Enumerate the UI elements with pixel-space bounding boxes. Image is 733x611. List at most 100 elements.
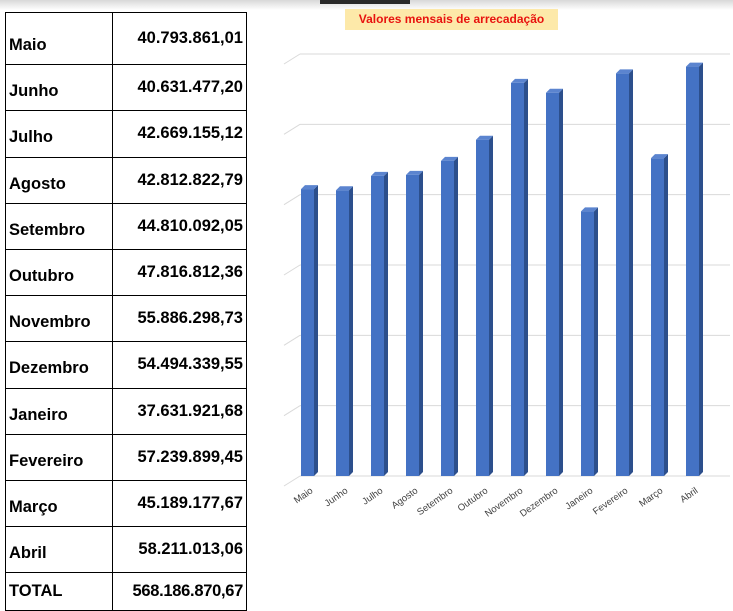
bar-top bbox=[441, 156, 458, 161]
bar-side bbox=[629, 69, 633, 476]
table-row: Julho 42.669.155,12 bbox=[5, 110, 247, 158]
table-row: Fevereiro 57.239.899,45 bbox=[5, 433, 247, 481]
table-row: Junho 40.631.477,20 bbox=[5, 64, 247, 112]
value-cell: 47.816.812,36 bbox=[112, 248, 247, 297]
bar-top bbox=[686, 62, 703, 67]
gridline-depth bbox=[283, 53, 301, 65]
bar-side bbox=[524, 78, 528, 476]
total-value: 568.186.870,67 bbox=[112, 572, 247, 611]
month-cell: Julho bbox=[5, 110, 113, 158]
bar-side bbox=[489, 135, 493, 476]
month-cell: Dezembro bbox=[5, 341, 113, 389]
bar-front bbox=[651, 158, 664, 477]
total-label: TOTAL bbox=[5, 572, 113, 611]
bar-fevereiro bbox=[616, 69, 633, 476]
bar-front bbox=[616, 73, 629, 476]
bar-top bbox=[581, 207, 598, 212]
window-tab bbox=[320, 0, 410, 4]
bar-junho bbox=[336, 186, 353, 476]
x-tick-label: Maio bbox=[292, 485, 315, 506]
bar-top bbox=[651, 154, 668, 159]
bar-top bbox=[546, 88, 563, 93]
bar-setembro bbox=[441, 156, 458, 476]
table-row: Novembro 55.886.298,73 bbox=[5, 295, 247, 343]
bar-abril bbox=[686, 62, 703, 476]
value-cell: 40.631.477,20 bbox=[112, 64, 247, 112]
bar-dezembro bbox=[546, 88, 563, 476]
table-row: Dezembro 54.494.339,55 bbox=[5, 341, 247, 389]
x-tick-label: Novembro bbox=[483, 485, 525, 519]
bar-top bbox=[371, 171, 388, 176]
bars bbox=[301, 62, 703, 477]
value-cell: 42.669.155,12 bbox=[112, 110, 247, 158]
table-row: Maio 40.793.861,01 bbox=[5, 11, 247, 66]
bar-top bbox=[406, 170, 423, 175]
gridline-depth bbox=[283, 123, 301, 135]
bar-front bbox=[406, 174, 419, 476]
bar-front bbox=[546, 92, 559, 476]
x-tick-label: Fevereiro bbox=[591, 485, 630, 517]
x-tick-label: Dezembro bbox=[518, 485, 560, 519]
bar-side bbox=[384, 171, 388, 476]
value-cell: 37.631.921,68 bbox=[112, 387, 247, 435]
bar-side bbox=[594, 207, 598, 476]
value-cell: 45.189.177,67 bbox=[112, 479, 247, 528]
table-row: Janeiro 37.631.921,68 bbox=[5, 387, 247, 435]
bar-side bbox=[664, 154, 668, 477]
bar-side bbox=[349, 186, 353, 476]
bar-front bbox=[336, 190, 349, 476]
bar-front bbox=[441, 160, 454, 476]
bar-outubro bbox=[476, 135, 493, 476]
bar-side bbox=[699, 62, 703, 476]
month-cell: Março bbox=[5, 479, 113, 528]
total-row: TOTAL 568.186.870,67 bbox=[5, 572, 247, 611]
month-cell: Janeiro bbox=[5, 387, 113, 435]
value-cell: 57.239.899,45 bbox=[112, 433, 247, 481]
table-row: Setembro 44.810.092,05 bbox=[5, 202, 247, 250]
gridline-depth bbox=[283, 264, 301, 276]
table-row: Março 45.189.177,67 bbox=[5, 479, 247, 528]
gridline-depth bbox=[283, 194, 301, 206]
bar-front bbox=[476, 139, 489, 476]
x-tick-label: Abril bbox=[678, 485, 700, 505]
bar-front bbox=[301, 189, 314, 476]
bar-janeiro bbox=[581, 207, 598, 476]
chart-title: Valores mensais de arrecadação bbox=[345, 9, 558, 30]
bar-agosto bbox=[406, 170, 423, 476]
month-cell: Fevereiro bbox=[5, 433, 113, 481]
bar-julho bbox=[371, 171, 388, 476]
gridline-depth bbox=[283, 334, 301, 346]
bar-front bbox=[686, 66, 699, 476]
x-tick-label: Setembro bbox=[415, 485, 455, 518]
bar-março bbox=[651, 154, 668, 477]
bar-top bbox=[476, 135, 493, 140]
value-cell: 44.810.092,05 bbox=[112, 202, 247, 250]
bar-side bbox=[419, 170, 423, 476]
window-top-bar bbox=[0, 0, 733, 10]
bar-side bbox=[454, 156, 458, 476]
table-row: Outubro 47.816.812,36 bbox=[5, 248, 247, 297]
x-tick-label: Julho bbox=[360, 485, 385, 507]
bar-side bbox=[559, 88, 563, 476]
bar-maio bbox=[301, 185, 318, 476]
month-cell: Maio bbox=[5, 11, 113, 66]
bar-novembro bbox=[511, 78, 528, 476]
x-tick-label: Março bbox=[637, 485, 665, 509]
month-cell: Outubro bbox=[5, 248, 113, 297]
bar-top bbox=[301, 185, 318, 190]
gridline-depth bbox=[283, 475, 301, 487]
value-cell: 55.886.298,73 bbox=[112, 295, 247, 343]
bar-front bbox=[511, 82, 524, 476]
value-cell: 40.793.861,01 bbox=[112, 11, 247, 66]
bar-top bbox=[511, 78, 528, 83]
value-cell: 54.494.339,55 bbox=[112, 341, 247, 389]
x-tick-label: Agosto bbox=[390, 485, 421, 511]
bar-front bbox=[581, 211, 594, 476]
bar-side bbox=[314, 185, 318, 476]
gridline-depth bbox=[283, 405, 301, 417]
bar-top bbox=[616, 69, 633, 74]
bar-front bbox=[371, 175, 384, 476]
x-tick-label: Junho bbox=[323, 485, 351, 509]
